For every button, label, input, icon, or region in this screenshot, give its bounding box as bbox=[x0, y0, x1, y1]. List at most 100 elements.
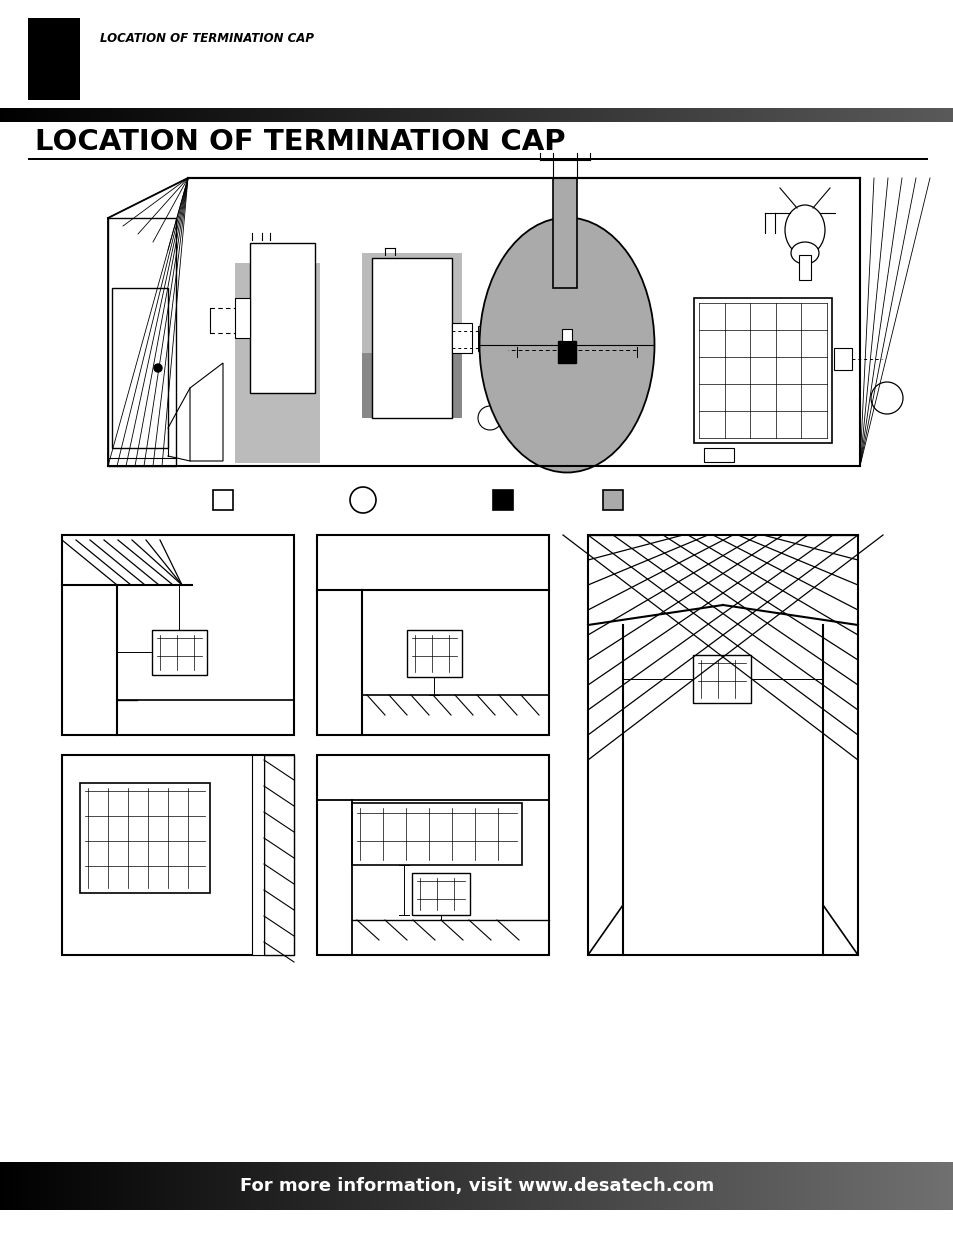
Bar bbox=[246, 1162, 247, 1210]
Bar bbox=[472, 107, 473, 122]
Bar bbox=[133, 107, 135, 122]
Bar bbox=[0, 107, 1, 122]
Bar bbox=[429, 1162, 430, 1210]
Bar bbox=[258, 1162, 260, 1210]
Bar bbox=[232, 1162, 233, 1210]
Bar bbox=[98, 1162, 99, 1210]
Bar bbox=[875, 1162, 876, 1210]
Bar bbox=[54, 1162, 55, 1210]
Bar bbox=[678, 107, 679, 122]
Bar bbox=[562, 107, 563, 122]
Bar bbox=[506, 107, 507, 122]
Bar bbox=[468, 107, 469, 122]
Bar bbox=[565, 1162, 566, 1210]
Bar bbox=[165, 1162, 166, 1210]
Bar bbox=[826, 1162, 827, 1210]
Bar bbox=[613, 107, 614, 122]
Bar bbox=[523, 107, 524, 122]
Bar bbox=[808, 107, 809, 122]
Bar bbox=[576, 1162, 577, 1210]
Bar bbox=[511, 1162, 512, 1210]
Bar bbox=[778, 1162, 779, 1210]
Bar bbox=[536, 107, 537, 122]
Bar bbox=[118, 1162, 119, 1210]
Bar bbox=[75, 1162, 76, 1210]
Bar bbox=[220, 107, 221, 122]
Bar bbox=[135, 107, 136, 122]
Bar bbox=[274, 107, 275, 122]
Bar bbox=[721, 107, 722, 122]
Bar bbox=[235, 1162, 236, 1210]
Bar bbox=[201, 1162, 202, 1210]
Bar bbox=[934, 1162, 935, 1210]
Bar bbox=[206, 107, 207, 122]
Bar bbox=[630, 1162, 631, 1210]
Bar bbox=[147, 107, 148, 122]
Bar bbox=[596, 107, 597, 122]
Bar bbox=[395, 1162, 396, 1210]
Bar bbox=[144, 1162, 145, 1210]
Bar bbox=[471, 1162, 472, 1210]
Bar bbox=[526, 107, 527, 122]
Bar bbox=[872, 107, 873, 122]
Bar bbox=[316, 1162, 317, 1210]
Bar bbox=[365, 1162, 366, 1210]
Bar bbox=[742, 107, 743, 122]
Bar bbox=[765, 107, 766, 122]
Bar bbox=[753, 1162, 754, 1210]
Bar bbox=[297, 1162, 298, 1210]
Bar bbox=[192, 107, 193, 122]
Bar bbox=[413, 107, 414, 122]
Bar bbox=[697, 107, 698, 122]
Bar bbox=[303, 1162, 304, 1210]
Bar bbox=[513, 1162, 514, 1210]
Bar bbox=[469, 1162, 470, 1210]
Bar bbox=[361, 353, 461, 417]
Bar bbox=[584, 107, 585, 122]
Bar bbox=[178, 107, 179, 122]
Bar bbox=[850, 1162, 851, 1210]
Bar bbox=[847, 1162, 848, 1210]
Bar bbox=[925, 107, 926, 122]
Bar bbox=[685, 107, 686, 122]
Bar bbox=[590, 1162, 592, 1210]
Bar bbox=[581, 1162, 582, 1210]
Bar bbox=[603, 1162, 604, 1210]
Bar bbox=[597, 1162, 598, 1210]
Bar bbox=[893, 107, 894, 122]
Bar bbox=[556, 107, 557, 122]
Bar bbox=[657, 1162, 658, 1210]
Bar bbox=[691, 107, 692, 122]
Bar bbox=[226, 107, 227, 122]
Bar bbox=[293, 1162, 294, 1210]
Bar bbox=[328, 1162, 329, 1210]
Bar bbox=[843, 1162, 844, 1210]
Bar bbox=[223, 1162, 224, 1210]
Bar bbox=[264, 1162, 265, 1210]
Bar bbox=[76, 1162, 77, 1210]
Bar bbox=[214, 1162, 215, 1210]
Bar bbox=[390, 107, 391, 122]
Bar bbox=[519, 107, 520, 122]
Bar bbox=[763, 107, 764, 122]
Bar bbox=[338, 1162, 339, 1210]
Bar bbox=[214, 107, 215, 122]
Bar bbox=[493, 1162, 494, 1210]
Bar bbox=[181, 1162, 182, 1210]
Bar bbox=[834, 107, 835, 122]
Bar bbox=[863, 1162, 864, 1210]
Bar bbox=[463, 107, 464, 122]
Bar bbox=[554, 107, 555, 122]
Bar bbox=[28, 19, 80, 100]
Bar bbox=[710, 107, 711, 122]
Bar bbox=[657, 107, 658, 122]
Bar bbox=[497, 1162, 498, 1210]
Bar bbox=[132, 1162, 133, 1210]
Bar bbox=[477, 1162, 478, 1210]
Bar bbox=[154, 1162, 156, 1210]
Bar bbox=[65, 1162, 66, 1210]
Bar bbox=[79, 1162, 80, 1210]
Bar bbox=[628, 1162, 629, 1210]
Bar bbox=[792, 107, 793, 122]
Bar bbox=[592, 1162, 593, 1210]
